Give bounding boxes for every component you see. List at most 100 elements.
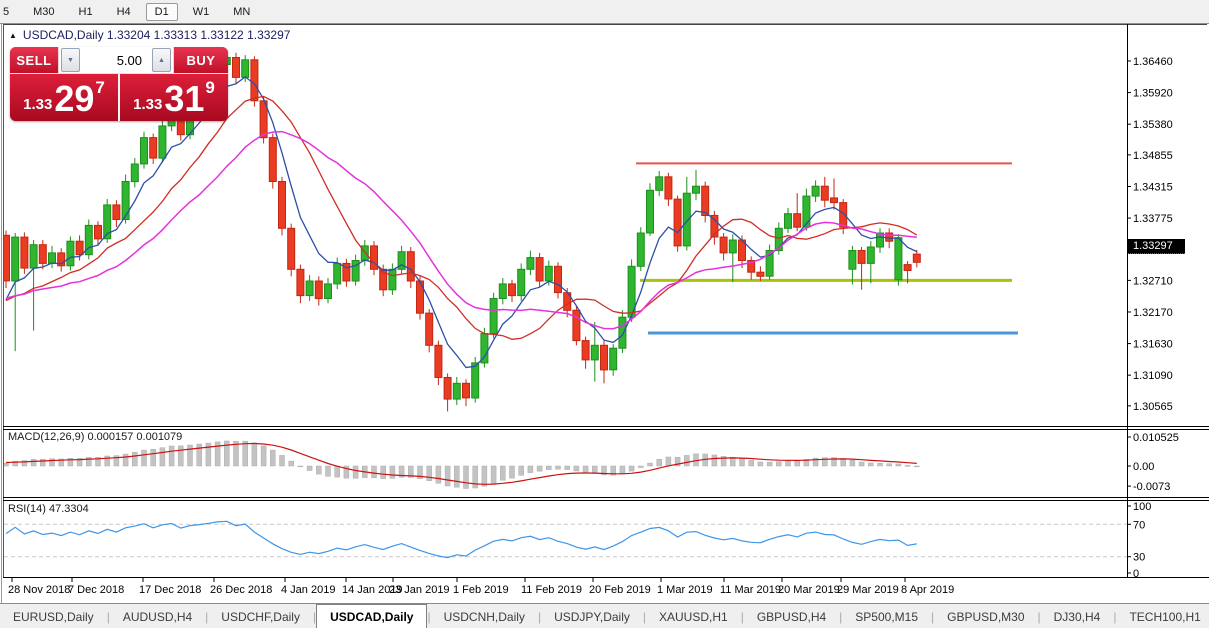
buy-price-button[interactable]: 1.33 31 9 [120, 74, 228, 121]
macd-bar [886, 463, 892, 467]
macd-signal-line [5, 442, 917, 485]
chart-tab-SP500-M15[interactable]: SP500,M15 [855, 609, 919, 624]
timeframe-button-M30[interactable]: M30 [33, 5, 55, 18]
candle-body [820, 185, 829, 201]
macd-bar [582, 465, 589, 473]
volume-decrease-button[interactable]: ▼ [61, 48, 80, 72]
macd-bar [389, 465, 396, 479]
candle-body [572, 309, 581, 342]
macd-bar [30, 459, 37, 467]
chart-tab-GBPUSD-M30[interactable]: GBPUSD,M30 [947, 609, 1025, 624]
macd-bar [122, 453, 129, 467]
macd-bar [288, 460, 294, 467]
macd-bar [573, 465, 580, 472]
date-label: 4 Jan 2019 [281, 584, 335, 596]
timeframe-button-H4[interactable]: H4 [116, 5, 131, 18]
candle-body [121, 181, 130, 220]
candle-body [434, 344, 443, 378]
sell-price-button[interactable]: 1.33 29 7 [10, 74, 120, 121]
sell-button[interactable]: SELL [10, 47, 59, 73]
ma-slow-line [5, 130, 917, 330]
macd-bar [205, 442, 212, 467]
timeframe-button-5[interactable]: 5 [3, 5, 10, 18]
date-label: 11 Mar 2019 [720, 584, 781, 596]
macd-bar [601, 465, 607, 476]
candle-body [314, 280, 323, 300]
macd-bar [168, 445, 175, 467]
candle-body [462, 382, 470, 399]
volume-input[interactable]: 5.00 [116, 52, 142, 68]
volume-spinner: ▼ 5.00 ▲ [59, 47, 173, 73]
candle-body [11, 236, 20, 282]
macd-bar [49, 458, 55, 467]
macd-pane [4, 440, 920, 489]
macd-bar [233, 441, 239, 467]
candle-body [544, 265, 553, 282]
collapse-arrow-icon[interactable]: ▲ [9, 30, 17, 40]
macd-bar [417, 465, 423, 479]
macd-bar [794, 460, 800, 467]
timeframe-button-W1[interactable]: W1 [192, 5, 210, 18]
candle-body [305, 280, 314, 297]
candle-body [278, 181, 286, 229]
chart-tab-USDJPY-Daily[interactable]: USDJPY,Daily [554, 609, 630, 624]
candle-body [232, 57, 240, 78]
macd-bar [4, 463, 9, 467]
macd-bar [242, 440, 248, 467]
macd-bar [564, 465, 570, 470]
chart-tab-AUDUSD-H4[interactable]: AUDUSD,H4 [122, 609, 193, 624]
macd-bar [178, 445, 184, 467]
candle-body [149, 137, 158, 159]
chart-tab-EURUSD-Daily[interactable]: EURUSD,Daily [13, 609, 94, 624]
candle-body [112, 204, 121, 220]
date-label: 14 Jan 2019 [342, 584, 403, 596]
candle-body [627, 265, 636, 318]
candle-body [830, 197, 838, 204]
candle-body [857, 250, 866, 264]
macd-bar [224, 440, 230, 467]
price-tick-label: 1.35920 [1133, 88, 1173, 100]
sell-price-big: 29 [54, 78, 95, 119]
macd-bar [67, 458, 74, 467]
timeframe-button-H1[interactable]: H1 [78, 5, 93, 18]
candle-body [664, 176, 673, 200]
candle-body [75, 240, 84, 256]
candle-body [756, 271, 765, 277]
macd-bar [619, 465, 626, 475]
macd-bar [76, 458, 83, 467]
macd-bar [840, 458, 846, 467]
macd-bar [748, 460, 754, 467]
macd-bar [849, 459, 856, 467]
candle-body [20, 236, 29, 269]
date-label: 1 Mar 2019 [657, 584, 713, 596]
macd-bar [251, 442, 258, 467]
sell-price-prefix: 1.33 [23, 96, 53, 113]
candle-body [140, 137, 148, 165]
chart-tab-DJ30-H4[interactable]: DJ30,H4 [1053, 609, 1101, 624]
candle-body [793, 213, 802, 228]
buy-button[interactable]: BUY [173, 47, 228, 73]
macd-bar [150, 449, 156, 467]
candle-body [682, 192, 691, 247]
chart-tab-XAUUSD-H1[interactable]: XAUUSD,H1 [659, 609, 728, 624]
chart-tab-USDCAD-Daily[interactable]: USDCAD,Daily [316, 604, 428, 628]
chart-tab-USDCNH-Daily[interactable]: USDCNH,Daily [443, 609, 525, 624]
timeframe-button-D1[interactable]: D1 [145, 2, 178, 21]
chart-tab-USDCHF-Daily[interactable]: USDCHF,Daily [221, 609, 300, 624]
candle-body [701, 185, 710, 216]
candle-body [379, 268, 388, 291]
candle-body [66, 240, 75, 267]
current-price-tag: 1.33297 [1128, 239, 1185, 254]
macd-bar [21, 460, 28, 467]
timeframe-button-MN[interactable]: MN [233, 5, 251, 18]
volume-increase-button[interactable]: ▲ [152, 48, 171, 72]
macd-bar [720, 456, 727, 467]
chart-tab-GBPUSD-H4[interactable]: GBPUSD,H4 [756, 609, 827, 624]
macd-bar [527, 465, 534, 473]
tab-separator: | [312, 609, 317, 624]
macd-bar [95, 457, 101, 467]
chart-tab-TECH100-H1[interactable]: TECH100,H1 [1129, 609, 1201, 624]
macd-bar [904, 465, 911, 467]
